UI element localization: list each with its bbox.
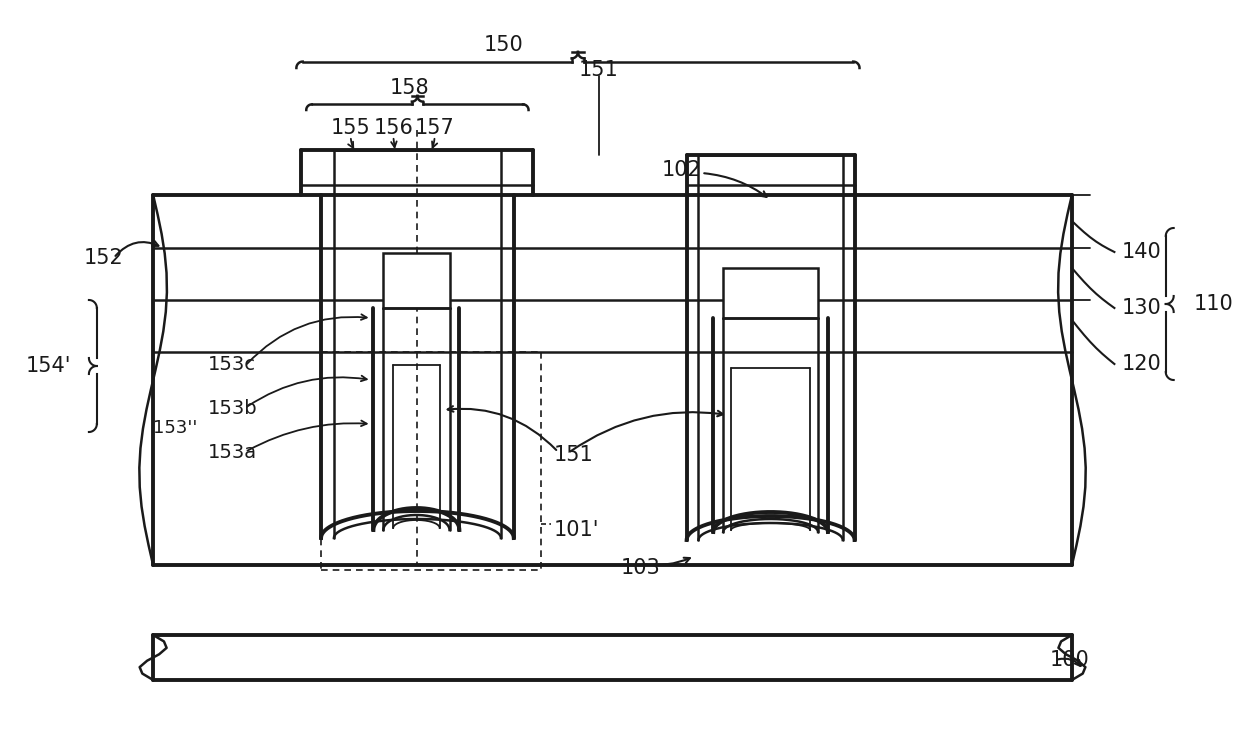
Text: 158: 158 [391,78,430,98]
Text: 153c: 153c [207,355,255,375]
Text: 154': 154' [26,356,71,376]
Text: 130: 130 [1121,298,1161,318]
Text: 153a: 153a [207,442,257,461]
Text: 101': 101' [553,520,599,540]
Bar [723,268,818,318]
Text: 153b: 153b [207,398,257,417]
Text: 150: 150 [484,35,523,55]
Text: 110: 110 [1193,294,1234,314]
Text: 155: 155 [331,118,371,138]
Text: 100: 100 [1049,650,1089,670]
Text: 152: 152 [84,248,124,268]
Text: 140: 140 [1121,242,1161,262]
Text: 157: 157 [415,118,455,138]
Text: 153'': 153'' [154,419,197,437]
Text: 151: 151 [579,60,619,80]
Text: 103: 103 [620,558,660,578]
Text: 102: 102 [662,160,702,180]
Text: 151: 151 [553,445,593,465]
Bar [383,253,450,308]
Text: 120: 120 [1121,354,1161,374]
Text: 156: 156 [373,118,413,138]
